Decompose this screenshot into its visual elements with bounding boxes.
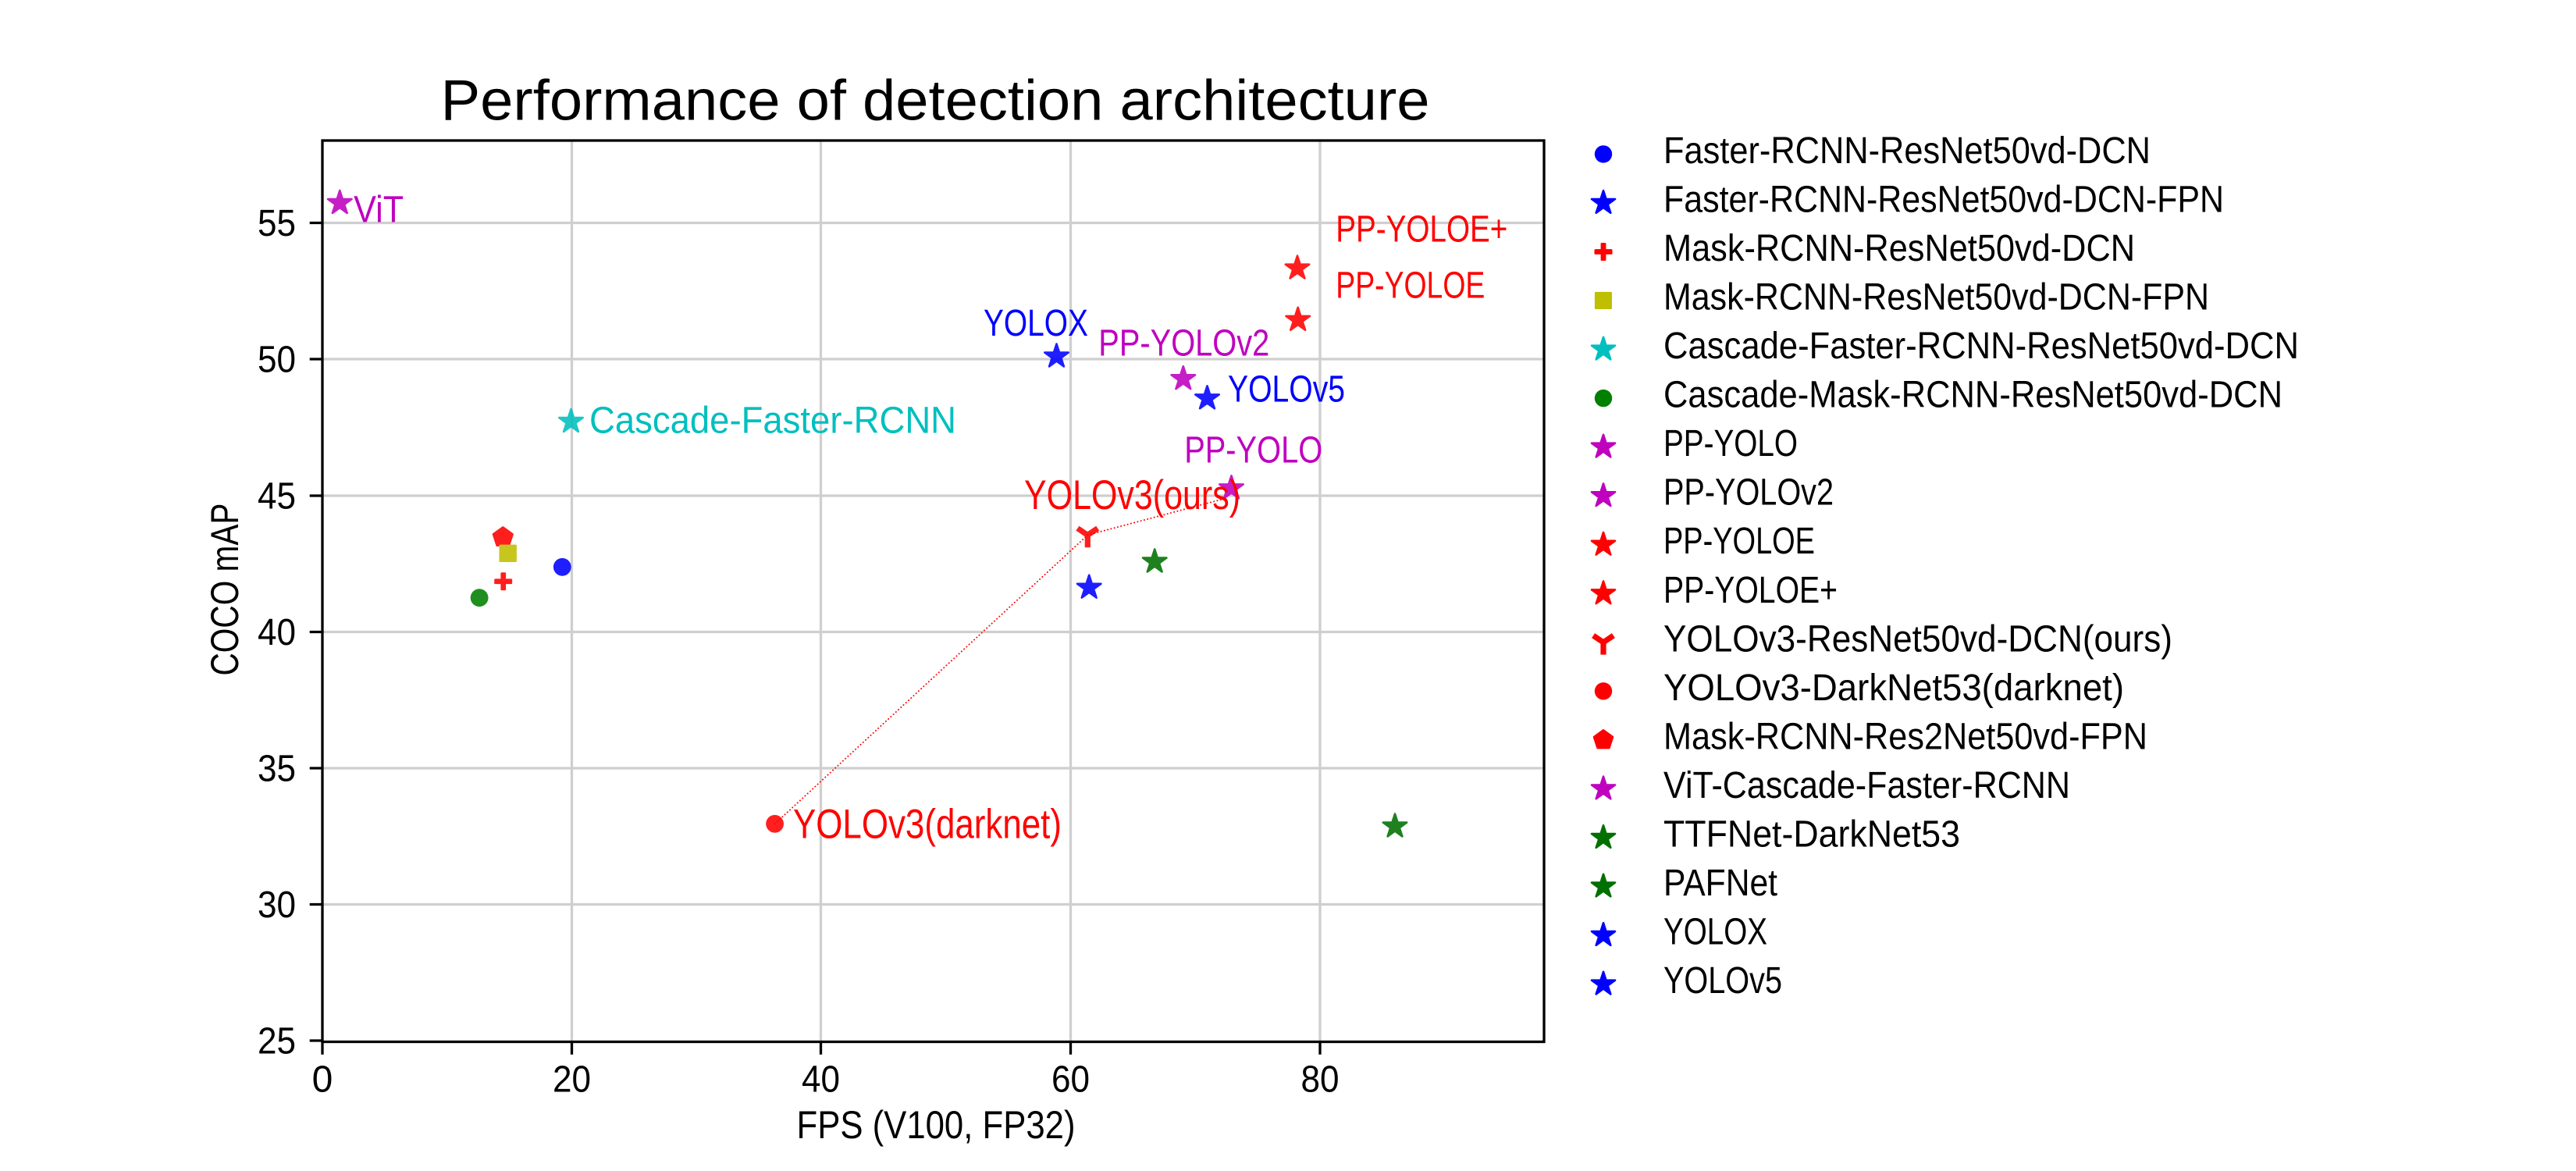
svg-text:TTFNet-DarkNet53: TTFNet-DarkNet53	[1663, 814, 1960, 856]
svg-text:Mask-RCNN-ResNet50vd-DCN: Mask-RCNN-ResNet50vd-DCN	[1663, 228, 2135, 269]
svg-text:25: 25	[258, 1021, 296, 1062]
svg-text:45: 45	[258, 476, 296, 518]
svg-text:PP-YOLOv2: PP-YOLOv2	[1663, 472, 1834, 514]
svg-text:ViT: ViT	[354, 189, 404, 230]
svg-text:YOLOv5: YOLOv5	[1228, 369, 1345, 411]
svg-text:YOLOv3-DarkNet53(darknet): YOLOv3-DarkNet53(darknet)	[1663, 667, 2124, 709]
svg-text:YOLOv3(darknet): YOLOv3(darknet)	[793, 801, 1062, 847]
svg-text:YOLOv3(ours): YOLOv3(ours)	[1024, 472, 1240, 518]
svg-text:Cascade-Faster-RCNN: Cascade-Faster-RCNN	[589, 400, 956, 442]
svg-text:PP-YOLO: PP-YOLO	[1663, 423, 1798, 464]
svg-text:30: 30	[258, 884, 296, 926]
svg-text:40: 40	[802, 1059, 840, 1101]
svg-text:0: 0	[312, 1059, 333, 1101]
svg-text:55: 55	[258, 203, 296, 244]
svg-text:PP-YOLO: PP-YOLO	[1184, 430, 1322, 472]
svg-text:YOLOX: YOLOX	[984, 303, 1088, 344]
svg-text:PP-YOLOE+: PP-YOLOE+	[1663, 570, 1838, 611]
svg-text:Cascade-Faster-RCNN-ResNet50vd: Cascade-Faster-RCNN-ResNet50vd-DCN	[1663, 326, 2299, 367]
svg-text:PP-YOLOE: PP-YOLOE	[1336, 265, 1485, 306]
svg-text:Faster-RCNN-ResNet50vd-DCN-FPN: Faster-RCNN-ResNet50vd-DCN-FPN	[1663, 179, 2224, 220]
svg-text:YOLOv3-ResNet50vd-DCN(ours): YOLOv3-ResNet50vd-DCN(ours)	[1663, 618, 2172, 660]
svg-text:PAFNet: PAFNet	[1663, 863, 1777, 904]
svg-text:20: 20	[553, 1059, 591, 1101]
svg-text:80: 80	[1301, 1059, 1340, 1101]
svg-text:PP-YOLOE+: PP-YOLOE+	[1336, 209, 1507, 251]
svg-text:Mask-RCNN-Res2Net50vd-FPN: Mask-RCNN-Res2Net50vd-FPN	[1663, 716, 2147, 757]
svg-text:60: 60	[1051, 1059, 1090, 1101]
svg-text:50: 50	[258, 340, 296, 381]
svg-text:PP-YOLOE: PP-YOLOE	[1663, 521, 1815, 562]
svg-text:ViT-Cascade-Faster-RCNN: ViT-Cascade-Faster-RCNN	[1663, 765, 2070, 806]
svg-text:FPS (V100, FP32): FPS (V100, FP32)	[797, 1103, 1076, 1147]
svg-text:COCO mAP: COCO mAP	[203, 504, 247, 676]
svg-text:Cascade-Mask-RCNN-ResNet50vd-D: Cascade-Mask-RCNN-ResNet50vd-DCN	[1663, 375, 2282, 416]
svg-text:Faster-RCNN-ResNet50vd-DCN: Faster-RCNN-ResNet50vd-DCN	[1663, 130, 2151, 172]
svg-text:Performance of detection archi: Performance of detection architecture	[441, 69, 1430, 133]
svg-text:YOLOX: YOLOX	[1663, 912, 1767, 953]
svg-text:YOLOv5: YOLOv5	[1663, 960, 1782, 1002]
svg-text:35: 35	[258, 749, 296, 790]
svg-text:PP-YOLOv2: PP-YOLOv2	[1098, 322, 1269, 364]
svg-text:Mask-RCNN-ResNet50vd-DCN-FPN: Mask-RCNN-ResNet50vd-DCN-FPN	[1663, 277, 2209, 319]
svg-text:40: 40	[258, 612, 296, 653]
